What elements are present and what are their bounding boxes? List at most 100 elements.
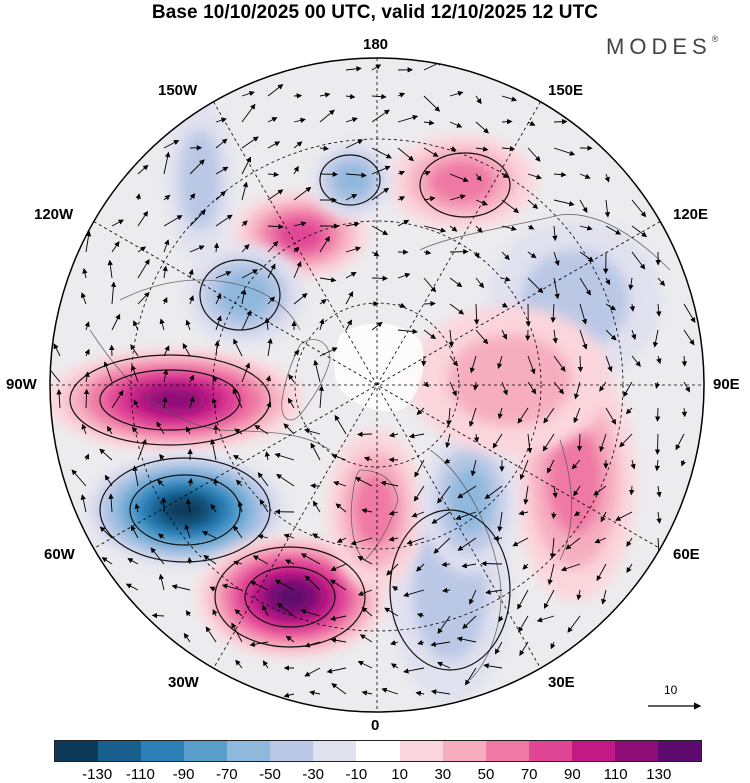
colorbar-swatch: [270, 741, 314, 761]
wind-vector: [512, 537, 529, 547]
wind-vector: [215, 315, 222, 331]
wind-vector: [494, 641, 503, 655]
wind-vector: [475, 329, 489, 345]
wind-vector: [345, 194, 358, 201]
wind-vector: [397, 302, 406, 308]
swirl: [129, 474, 241, 546]
swirl: [199, 259, 281, 331]
wind-vectors: [50, 60, 696, 698]
flow-swirls: [69, 152, 511, 671]
wind-vector: [285, 559, 295, 565]
wind-vector: [397, 114, 419, 123]
wind-vector: [469, 407, 477, 427]
wind-vector: [469, 355, 477, 374]
wind-vector: [553, 355, 566, 372]
wind-vector: [501, 118, 513, 125]
wind-vector: [389, 432, 399, 438]
wind-vector: [285, 635, 295, 643]
wind-vector: [267, 223, 284, 230]
wind-vector: [501, 225, 517, 232]
wind-vector: [312, 533, 321, 539]
wind-vector: [553, 381, 564, 395]
wind-vector: [241, 362, 251, 383]
wind-vector: [628, 485, 635, 496]
wind-vector: [551, 511, 557, 520]
wind-vector: [565, 537, 581, 550]
wind-vector: [53, 343, 61, 357]
wind-vector: [605, 303, 617, 311]
wind-vector: [484, 485, 503, 500]
wind-vector: [293, 246, 300, 253]
anomaly-contour: [334, 163, 370, 197]
wind-vector: [184, 523, 191, 539]
wind-vector: [304, 667, 321, 677]
colorbar-tick-label: -130: [82, 766, 113, 783]
wind-vector: [527, 120, 536, 126]
wind-vector: [457, 537, 477, 551]
wind-vector: [80, 494, 87, 513]
wind-vector: [283, 423, 295, 435]
wind-vector: [423, 381, 429, 388]
wind-vector: [215, 190, 226, 201]
wind-vector: [519, 641, 529, 656]
wind-vector: [160, 497, 167, 513]
wind-vector: [456, 636, 477, 643]
wind-vector: [84, 321, 90, 331]
anomaly-contour: [163, 498, 207, 522]
wind-vector: [132, 465, 139, 487]
wind-vector: [431, 511, 451, 524]
meridian-120w-60e: [93, 221, 661, 549]
wind-vector: [390, 640, 399, 646]
map-title: Base 10/10/2025 00 UTC, valid 12/10/2025…: [151, 2, 599, 23]
wind-vector: [501, 381, 508, 396]
wind-vector: [237, 500, 243, 513]
wind-vector: [423, 120, 435, 126]
wind-vector: [654, 381, 661, 389]
wind-vector: [444, 458, 451, 464]
wind-vector: [481, 560, 503, 567]
wind-vector: [130, 525, 139, 539]
wind-vector: [517, 589, 529, 610]
wind-vector: [265, 375, 272, 383]
wind-vector: [241, 244, 250, 253]
wind-vector: [345, 246, 362, 253]
wind-vector: [547, 563, 555, 586]
wind-vector: [423, 249, 432, 256]
wind-vector: [233, 338, 243, 357]
wind-vector: [417, 639, 425, 646]
colorbar-swatch: [98, 741, 142, 761]
wind-vector: [371, 147, 392, 159]
wind-vector: [56, 389, 62, 409]
wind-vector: [681, 355, 688, 367]
lon-label-60w: 60W: [44, 546, 75, 563]
wind-vector: [631, 251, 646, 270]
map-disk: [50, 58, 704, 712]
wind-vector: [137, 164, 149, 175]
wind-vector: [319, 92, 331, 98]
wind-vector: [319, 109, 335, 123]
wind-vector: [411, 511, 425, 518]
meridian-150w-30e: [213, 101, 541, 669]
wind-vector: [334, 414, 347, 435]
wind-vector: [630, 459, 636, 470]
wind-vector: [501, 251, 510, 261]
wind-vector: [210, 438, 217, 461]
wind-vector: [445, 433, 451, 449]
wind-vector: [361, 508, 373, 514]
wind-vector: [403, 589, 425, 598]
wind-vector: [449, 225, 458, 232]
wind-vector: [571, 459, 581, 470]
wind-vector: [527, 277, 544, 294]
wind-vector: [371, 225, 389, 235]
coastlines: [89, 214, 671, 681]
wind-vector: [252, 555, 269, 565]
wind-vector: [680, 459, 686, 467]
anomaly-contour: [429, 161, 495, 203]
colorbar-tick-label: 70: [520, 766, 538, 783]
map-boundary: [49, 57, 705, 713]
wind-vector: [235, 659, 243, 669]
wind-vector: [267, 171, 280, 178]
wind-vector: [576, 433, 583, 452]
colorbar-tick-label: 30: [434, 766, 452, 783]
